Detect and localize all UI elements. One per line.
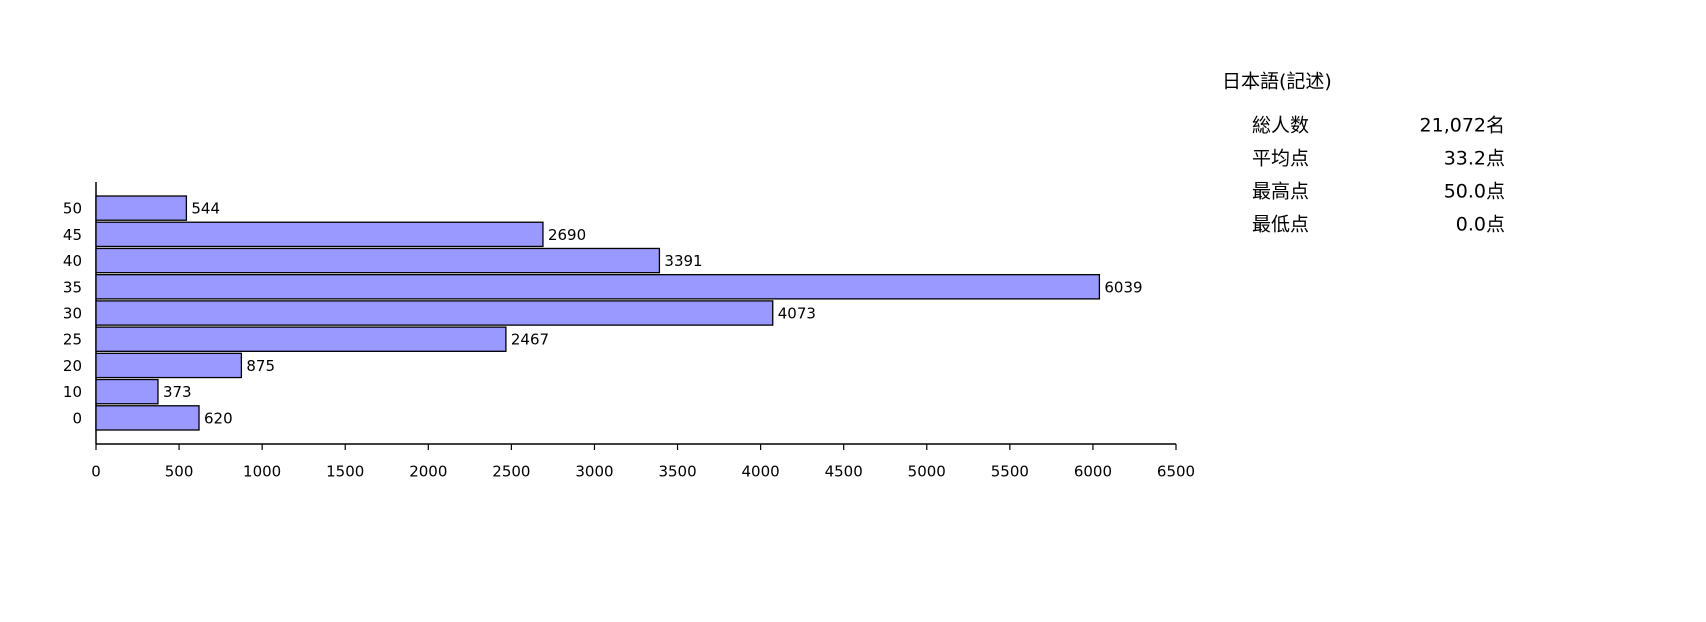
data-label: 3391 (664, 252, 702, 270)
y-tick-label: 50 (63, 200, 82, 218)
x-tick-label: 2500 (492, 463, 530, 481)
x-tick-label: 3500 (658, 463, 696, 481)
stats-title: 日本語(記述) (1222, 71, 1332, 93)
bar (95, 352, 243, 379)
stats-label: 最低点 (1252, 214, 1309, 236)
data-label: 6039 (1104, 278, 1142, 296)
bar (95, 326, 507, 352)
y-tick-label: 35 (63, 278, 82, 296)
x-tick-label: 4000 (742, 463, 780, 481)
y-tick-label: 25 (63, 331, 82, 349)
bar (95, 195, 188, 221)
x-tick-label: 4500 (825, 463, 863, 481)
x-tick-label: 1000 (243, 463, 281, 481)
data-label: 4073 (778, 305, 816, 323)
y-tick-label: 20 (63, 357, 82, 375)
x-tick-label: 6500 (1157, 463, 1195, 481)
x-tick-label: 3000 (575, 463, 613, 481)
x-tick-label: 5000 (908, 463, 946, 481)
stats-value: 0.0点 (1456, 214, 1505, 236)
y-tick-label: 0 (72, 409, 82, 427)
stats-label: 総人数 (1252, 115, 1309, 137)
x-tick-label: 5500 (991, 463, 1029, 481)
x-tick-label: 500 (165, 463, 194, 481)
bar (95, 405, 200, 431)
data-label: 620 (204, 409, 233, 427)
stats-value: 21,072名 (1420, 115, 1505, 137)
y-tick-label: 40 (63, 252, 82, 270)
stats-value: 33.2点 (1444, 148, 1505, 170)
data-label: 544 (191, 200, 220, 218)
y-tick-label: 10 (63, 383, 82, 401)
x-tick-label: 0 (91, 463, 101, 481)
bar (95, 378, 159, 405)
y-tick-label: 45 (63, 226, 82, 244)
bar (95, 221, 544, 248)
data-label: 373 (163, 383, 192, 401)
bar (95, 247, 661, 274)
data-label: 875 (246, 357, 275, 375)
bar (95, 274, 1101, 300)
stats-label: 最高点 (1252, 181, 1309, 203)
x-tick-label: 6000 (1074, 463, 1112, 481)
y-tick-label: 30 (63, 305, 82, 323)
stats-label: 平均点 (1252, 148, 1309, 170)
x-tick-label: 1500 (326, 463, 364, 481)
bar (95, 300, 774, 326)
data-label: 2467 (511, 331, 549, 349)
data-label: 2690 (548, 226, 586, 244)
x-tick-label: 2000 (409, 463, 447, 481)
stats-value: 50.0点 (1444, 181, 1505, 203)
